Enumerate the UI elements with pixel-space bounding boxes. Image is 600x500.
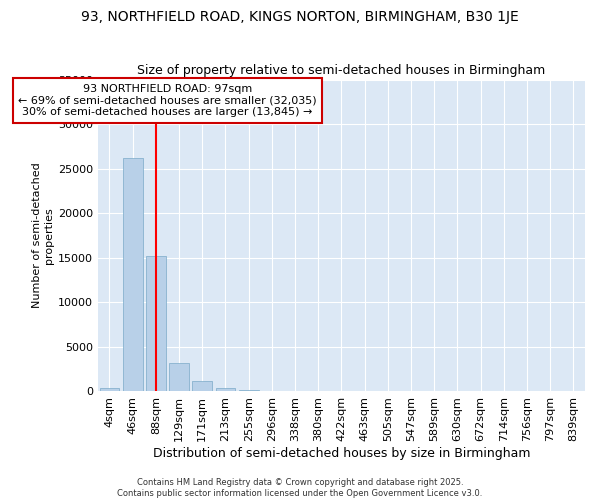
Y-axis label: Number of semi-detached
properties: Number of semi-detached properties: [32, 162, 54, 308]
X-axis label: Distribution of semi-detached houses by size in Birmingham: Distribution of semi-detached houses by …: [152, 447, 530, 460]
Text: 93, NORTHFIELD ROAD, KINGS NORTON, BIRMINGHAM, B30 1JE: 93, NORTHFIELD ROAD, KINGS NORTON, BIRMI…: [81, 10, 519, 24]
Bar: [146, 256, 166, 392]
Bar: [193, 381, 212, 392]
Text: 93 NORTHFIELD ROAD: 97sqm
← 69% of semi-detached houses are smaller (32,035)
30%: 93 NORTHFIELD ROAD: 97sqm ← 69% of semi-…: [18, 84, 317, 117]
Text: Contains HM Land Registry data © Crown copyright and database right 2025.
Contai: Contains HM Land Registry data © Crown c…: [118, 478, 482, 498]
Bar: [123, 158, 143, 392]
Bar: [215, 388, 235, 392]
Bar: [169, 363, 189, 392]
Title: Size of property relative to semi-detached houses in Birmingham: Size of property relative to semi-detach…: [137, 64, 545, 77]
Bar: [100, 388, 119, 392]
Bar: [239, 390, 259, 392]
